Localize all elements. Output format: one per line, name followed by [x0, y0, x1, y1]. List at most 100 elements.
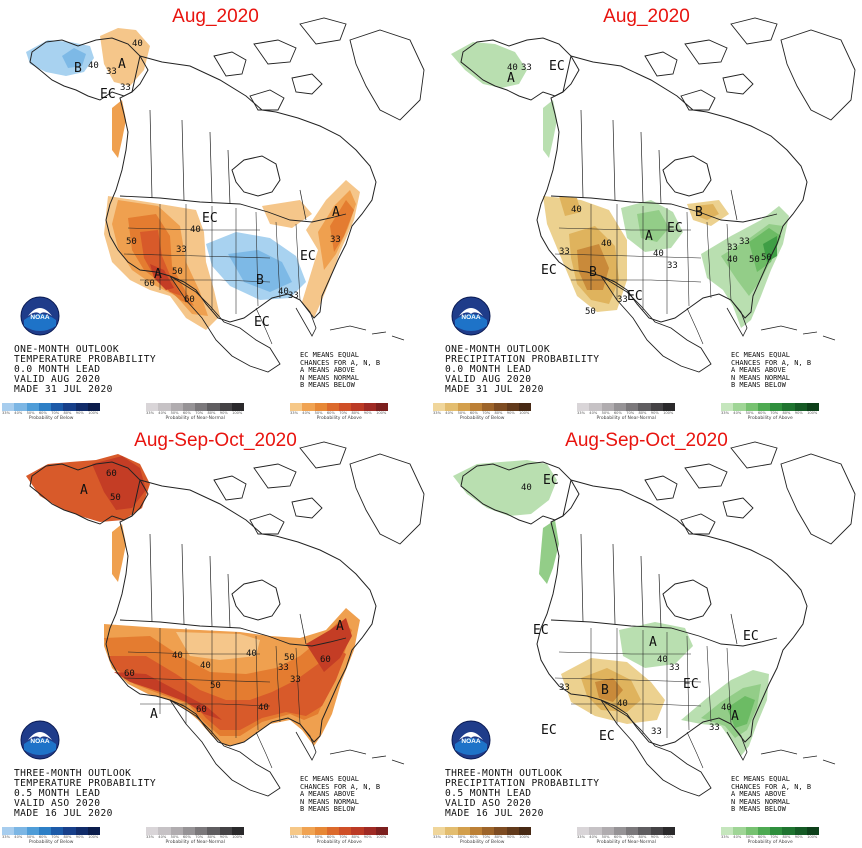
map-label: A — [507, 71, 515, 86]
legend-swatch — [207, 827, 220, 835]
map-label: EC — [202, 211, 218, 226]
map-label: 40 — [657, 655, 668, 665]
legend-swatch — [770, 403, 783, 411]
map-label: 33 — [278, 663, 289, 673]
noaa-logo-icon — [20, 720, 60, 760]
legend-tick: 100% — [88, 411, 99, 415]
legend-swatch — [195, 827, 208, 835]
outlook-caption: ONE-MONTH OUTLOOK TEMPERATURE PROBABILITY… — [14, 344, 157, 395]
legend-tick: 40% — [733, 835, 742, 839]
temp-legend: 33% 40% 50% 60% 70% 80% 90% 100% Probability of … — [0, 827, 431, 848]
precip-legend: 33% 40% 50% 60% 70% 80% 90% 100% Probability of … — [431, 827, 862, 848]
legend-tick: 33% — [577, 835, 585, 839]
legend-tick: 60% — [757, 411, 766, 415]
legend-swatch — [2, 827, 15, 835]
map-label: 33 — [651, 727, 662, 737]
map-label: 50 — [749, 255, 760, 265]
legend-swatch — [589, 827, 602, 835]
legend-tick: 60% — [38, 835, 47, 839]
map-label: A — [731, 709, 739, 724]
map-label: 40 — [200, 661, 211, 671]
legend-tick: 60% — [326, 835, 335, 839]
legend-tick: 50% — [457, 411, 466, 415]
legend-swatch — [182, 827, 196, 835]
legend-swatch — [601, 403, 614, 411]
legend-swatch — [494, 403, 507, 411]
temp-legend: 33% 40% 50% 60% 70% 80% 90% 100% Probability of … — [0, 403, 431, 424]
legend-swatch — [469, 827, 483, 835]
legend-tick: 90% — [363, 411, 372, 415]
map-label: 33 — [330, 235, 341, 245]
legend-swatch — [302, 403, 315, 411]
legend-tick: 40% — [158, 835, 167, 839]
legend-tick: 100% — [519, 411, 530, 415]
map-label: 40 — [190, 225, 201, 235]
legend-swatch — [577, 827, 590, 835]
legend-group: 33% 40% 50% 60% 70% 80% 90% 100% Probability of … — [721, 403, 820, 421]
legend-swatch — [577, 403, 590, 411]
legend-swatch — [195, 403, 208, 411]
legend-swatch — [158, 403, 171, 411]
map-label: 33 — [521, 63, 532, 73]
panel-temp-season: A 60 50 40 33 A 60 50 A 50 60 40 60 40 3… — [0, 424, 431, 848]
legend-swatch — [519, 827, 532, 835]
legend-swatch — [457, 403, 470, 411]
legend-swatch — [38, 403, 52, 411]
map-label: 33 — [669, 663, 680, 673]
map-label: A — [645, 229, 653, 244]
temperature-outlook-map: B 40 33 A 33 40 EC EC 40 33 50 60 A 60 5… — [26, 17, 425, 373]
legend-caption: Probability of Above — [747, 416, 793, 421]
legend-tick: 40% — [302, 835, 311, 839]
legend-tick: 33% — [433, 835, 441, 839]
legend-tick: 80% — [63, 411, 72, 415]
legend-tick: 70% — [626, 835, 635, 839]
legend-tick: 90% — [650, 411, 659, 415]
legend-caption: Probability of Below — [28, 416, 74, 421]
legend-group: 33% 40% 50% 60% 70% 80% 90% 100% Probability of … — [577, 403, 676, 421]
legend-swatch — [351, 403, 364, 411]
legend-tick: 100% — [376, 411, 387, 415]
legend-swatch — [88, 827, 101, 835]
outlook-caption: THREE-MONTH OUTLOOK TEMPERATURE PROBABILI… — [14, 768, 157, 819]
map-label: 60 — [106, 469, 117, 479]
legend-tick: 70% — [482, 835, 491, 839]
legend-tick: 50% — [170, 411, 179, 415]
panel-title: Aug_2020 — [603, 6, 690, 27]
legend-swatch — [445, 403, 458, 411]
map-label: EC — [599, 729, 615, 744]
legend-tick: 70% — [626, 411, 635, 415]
legend-swatch — [433, 827, 446, 835]
legend-group: 33% 40% 50% 60% 70% 80% 90% 100% Probability of … — [433, 403, 532, 421]
legend-swatch — [469, 403, 483, 411]
legend-swatch — [482, 403, 495, 411]
map-label: 60 — [320, 655, 331, 665]
legend-caption: Probability of Near-Normal — [596, 416, 656, 421]
map-label: EC — [667, 221, 683, 236]
temperature-outlook-map: A 60 50 40 33 A 60 50 A 50 60 40 60 40 3… — [26, 441, 425, 797]
legend-tick: 70% — [770, 835, 779, 839]
legend-swatch — [14, 827, 27, 835]
panel-title: Aug_2020 — [172, 6, 259, 27]
map-label: 40 — [172, 651, 183, 661]
legend-swatch — [721, 827, 734, 835]
map-label: 50 — [172, 267, 183, 277]
legend-tick: 50% — [745, 835, 754, 839]
map-label: 40 — [721, 703, 732, 713]
map-label: 50 — [210, 681, 221, 691]
legend-swatch — [326, 403, 340, 411]
legend-tick: 70% — [195, 411, 204, 415]
legend-swatch — [314, 403, 327, 411]
noaa-logo-icon — [451, 720, 491, 760]
legend-group: 33% 40% 50% 60% 70% 80% 90% 100% Probability of … — [2, 403, 101, 421]
legend-swatch — [326, 827, 340, 835]
map-label: 40 — [278, 287, 289, 297]
map-label: A — [336, 619, 344, 634]
legend-swatch — [146, 827, 159, 835]
legend-swatch — [613, 827, 627, 835]
legend-caption: Probability of Below — [28, 840, 74, 845]
map-label: 33 — [176, 245, 187, 255]
map-label: 40 — [258, 703, 269, 713]
legend-swatch — [290, 403, 303, 411]
legend-tick: 40% — [445, 411, 454, 415]
